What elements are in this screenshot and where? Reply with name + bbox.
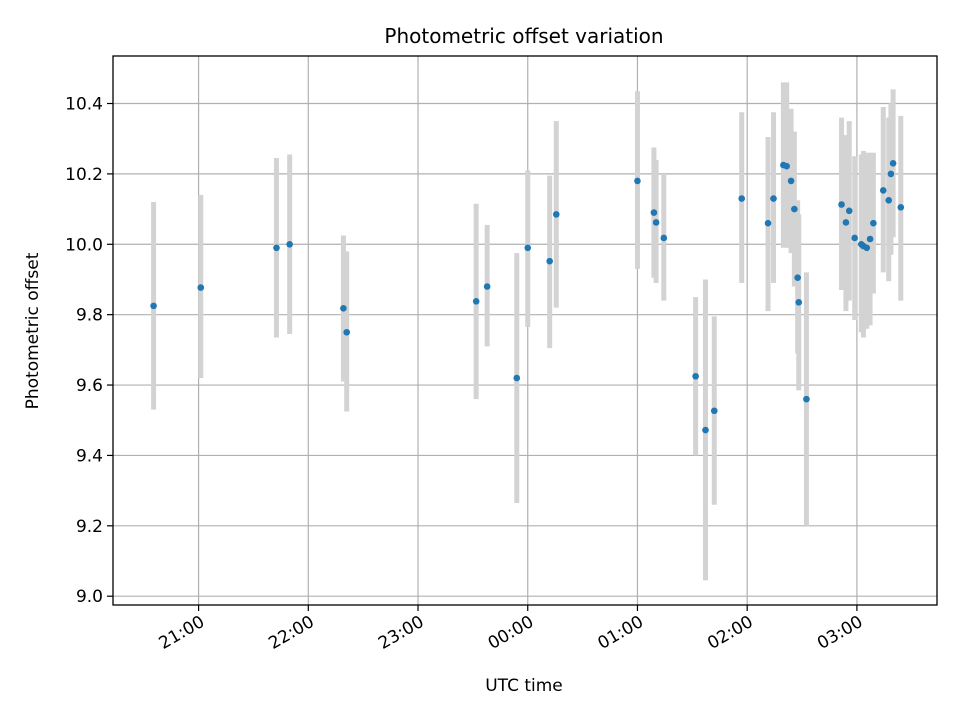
data-point	[866, 235, 874, 243]
data-point	[150, 302, 157, 310]
chart-title: Photometric offset variation	[384, 24, 663, 48]
data-point	[472, 297, 480, 305]
data-point	[885, 196, 893, 204]
data-point	[783, 162, 790, 170]
data-point	[879, 187, 887, 194]
y-tick-label: 10.4	[65, 95, 103, 115]
data-point	[791, 205, 798, 213]
x-axis-label: UTC time	[485, 676, 563, 696]
data-point	[197, 284, 205, 291]
data-point	[803, 395, 810, 403]
data-point	[286, 240, 293, 248]
data-point	[787, 177, 795, 185]
y-tick-label: 10.0	[65, 235, 103, 255]
y-tick-label: 9.0	[76, 587, 103, 607]
data-point	[660, 234, 668, 242]
y-axis-label: Photometric offset	[23, 252, 43, 409]
data-points	[150, 160, 905, 434]
data-point	[738, 195, 745, 202]
data-point	[524, 244, 532, 252]
data-point	[340, 305, 347, 312]
data-point	[851, 234, 859, 242]
data-point	[546, 257, 553, 265]
data-point	[889, 160, 897, 167]
data-point	[842, 219, 850, 226]
data-point	[343, 328, 351, 336]
data-point	[845, 207, 853, 215]
y-axis-ticks: 9.0 9.2 9.4 9.6 9.8 10.0 10.2 10.4	[65, 95, 113, 607]
data-point	[794, 274, 801, 282]
y-tick-label: 9.2	[76, 517, 103, 537]
y-tick-label: 9.4	[76, 446, 103, 466]
data-point	[513, 374, 521, 382]
data-point	[273, 244, 280, 252]
data-point	[710, 407, 718, 415]
data-point	[795, 299, 803, 306]
data-point	[770, 195, 777, 202]
data-point	[552, 211, 560, 218]
y-tick-label: 9.8	[76, 306, 103, 326]
data-point	[650, 209, 658, 216]
plot-frame	[112, 55, 938, 606]
data-point	[634, 177, 641, 185]
y-tick-label: 10.2	[65, 165, 103, 185]
data-point	[897, 204, 905, 211]
data-point	[863, 244, 871, 252]
data-point	[692, 372, 699, 380]
data-point	[764, 219, 772, 227]
data-point	[887, 170, 895, 178]
data-point	[838, 201, 845, 208]
data-point	[702, 426, 709, 434]
data-point	[652, 219, 660, 226]
data-point	[870, 219, 877, 227]
y-tick-label: 9.6	[76, 376, 103, 396]
data-point	[483, 283, 491, 290]
